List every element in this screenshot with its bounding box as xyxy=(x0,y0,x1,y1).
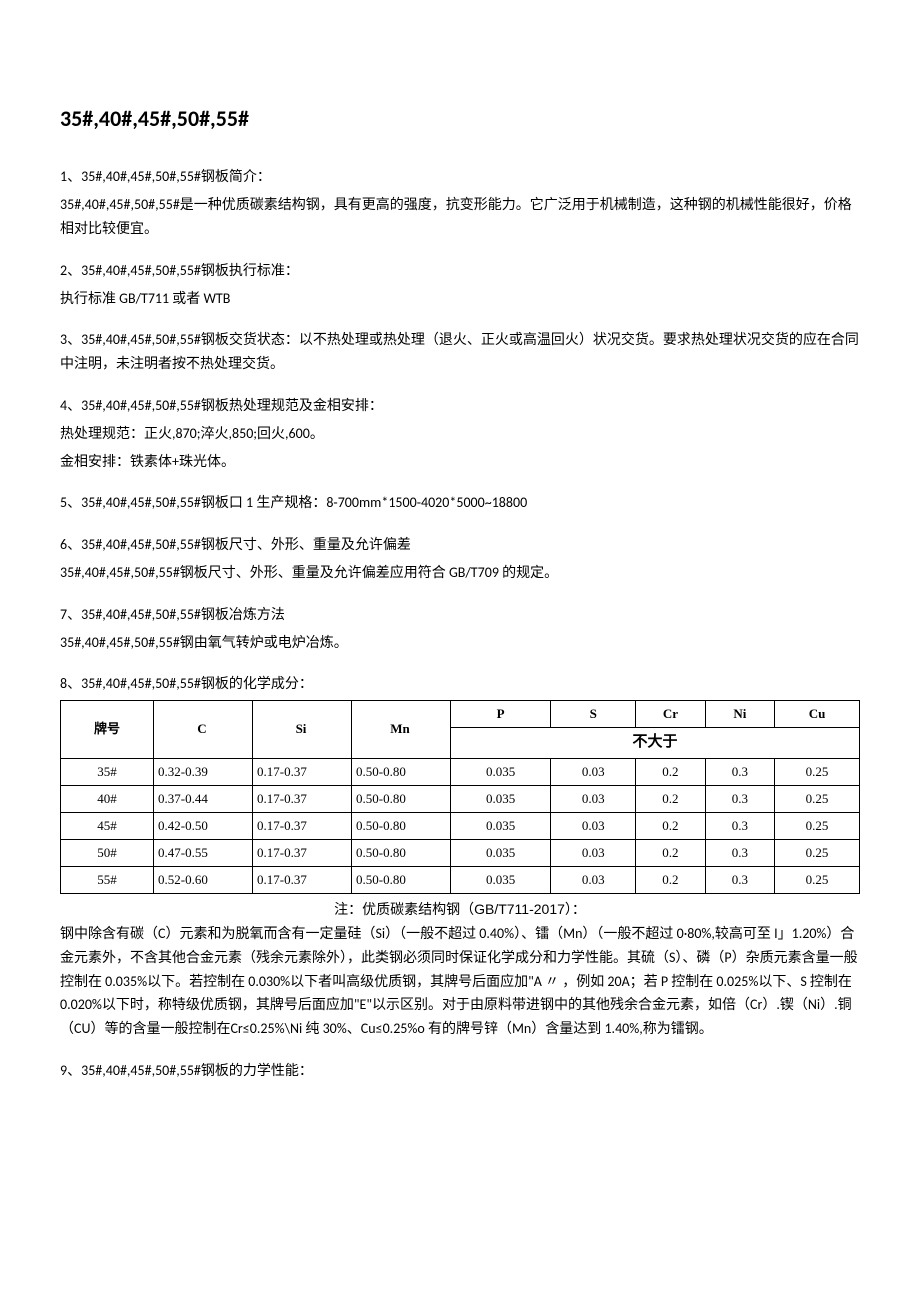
cell-ni: 0.3 xyxy=(705,785,774,812)
cell-mn: 0.50-0.80 xyxy=(352,758,451,785)
th-cr: Cr xyxy=(636,701,705,728)
cell-grade: 55# xyxy=(61,867,154,894)
section-4-body-2: 金相安排：铁素体+珠光体。 xyxy=(60,450,860,474)
cell-grade: 45# xyxy=(61,812,154,839)
section-8: 8、35#,40#,45#,50#,55#钢板的化学成分： 牌号 C Si Mn… xyxy=(60,672,860,1041)
cell-c: 0.32-0.39 xyxy=(154,758,253,785)
cell-cu: 0.25 xyxy=(775,758,860,785)
th-cu: Cu xyxy=(775,701,860,728)
cell-ni: 0.3 xyxy=(705,812,774,839)
section-3-body: 3、35#,40#,45#,50#,55#钢板交货状态：以不热处理或热处理（退火… xyxy=(60,328,860,376)
section-6: 6、35#,40#,45#,50#,55#钢板尺寸、外形、重量及允许偏差 35#… xyxy=(60,533,860,585)
section-7-body: 35#,40#,45#,50#,55#钢由氧气转炉或电炉冶炼。 xyxy=(60,631,860,655)
cell-s: 0.03 xyxy=(551,840,636,867)
section-6-heading: 6、35#,40#,45#,50#,55#钢板尺寸、外形、重量及允许偏差 xyxy=(60,533,860,557)
cell-cu: 0.25 xyxy=(775,867,860,894)
cell-cu: 0.25 xyxy=(775,840,860,867)
cell-p: 0.035 xyxy=(451,785,551,812)
th-si: Si xyxy=(253,701,352,759)
cell-s: 0.03 xyxy=(551,867,636,894)
table-row: 45#0.42-0.500.17-0.370.50-0.800.0350.030… xyxy=(61,812,860,839)
page-title: 35#,40#,45#,50#,55# xyxy=(60,100,860,137)
th-grade: 牌号 xyxy=(61,701,154,759)
cell-cr: 0.2 xyxy=(636,785,705,812)
cell-c: 0.52-0.60 xyxy=(154,867,253,894)
th-c: C xyxy=(154,701,253,759)
th-p: P xyxy=(451,701,551,728)
th-mn: Mn xyxy=(352,701,451,759)
cell-p: 0.035 xyxy=(451,812,551,839)
section-4-heading: 4、35#,40#,45#,50#,55#钢板热处理规范及金相安排： xyxy=(60,394,860,418)
cell-cr: 0.2 xyxy=(636,758,705,785)
table-note-title: 注：优质碳素结构钢（GB/T711-2017）： xyxy=(60,898,860,922)
cell-cu: 0.25 xyxy=(775,785,860,812)
table-row: 35#0.32-0.390.17-0.370.50-0.800.0350.030… xyxy=(61,758,860,785)
cell-ni: 0.3 xyxy=(705,867,774,894)
section-2-heading: 2、35#,40#,45#,50#,55#钢板执行标准： xyxy=(60,259,860,283)
cell-si: 0.17-0.37 xyxy=(253,867,352,894)
section-5-body: 5、35#,40#,45#,50#,55#钢板口 1 生产规格：8-700mm*… xyxy=(60,491,860,515)
table-note-body: 钢中除含有碳（C）元素和为脱氧而含有一定量硅（Si）（一般不超过 0.40%）、… xyxy=(60,922,860,1041)
section-7-heading: 7、35#,40#,45#,50#,55#钢板冶炼方法 xyxy=(60,603,860,627)
cell-s: 0.03 xyxy=(551,758,636,785)
cell-ni: 0.3 xyxy=(705,758,774,785)
cell-grade: 50# xyxy=(61,840,154,867)
table-header-row-1: 牌号 C Si Mn P S Cr Ni Cu xyxy=(61,701,860,728)
cell-mn: 0.50-0.80 xyxy=(352,840,451,867)
section-5: 5、35#,40#,45#,50#,55#钢板口 1 生产规格：8-700mm*… xyxy=(60,491,860,515)
cell-cr: 0.2 xyxy=(636,867,705,894)
cell-mn: 0.50-0.80 xyxy=(352,867,451,894)
cell-s: 0.03 xyxy=(551,812,636,839)
cell-mn: 0.50-0.80 xyxy=(352,785,451,812)
section-9: 9、35#,40#,45#,50#,55#钢板的力学性能： xyxy=(60,1059,860,1083)
section-3: 3、35#,40#,45#,50#,55#钢板交货状态：以不热处理或热处理（退火… xyxy=(60,328,860,376)
section-1-body: 35#,40#,45#,50#,55#是一种优质碳素结构钢，具有更高的强度，抗变… xyxy=(60,193,860,241)
chemical-composition-table: 牌号 C Si Mn P S Cr Ni Cu 不大于 35#0.32-0.39… xyxy=(60,700,860,894)
cell-si: 0.17-0.37 xyxy=(253,840,352,867)
th-s: S xyxy=(551,701,636,728)
table-row: 55#0.52-0.600.17-0.370.50-0.800.0350.030… xyxy=(61,867,860,894)
cell-cu: 0.25 xyxy=(775,812,860,839)
section-2: 2、35#,40#,45#,50#,55#钢板执行标准： 执行标准 GB/T71… xyxy=(60,259,860,311)
cell-si: 0.17-0.37 xyxy=(253,812,352,839)
section-6-body: 35#,40#,45#,50#,55#钢板尺寸、外形、重量及允许偏差应用符合 G… xyxy=(60,561,860,585)
cell-c: 0.42-0.50 xyxy=(154,812,253,839)
section-2-body: 执行标准 GB/T711 或者 WTB xyxy=(60,287,860,311)
section-4-body-1: 热处理规范：正火,870;淬火,850;回火,600。 xyxy=(60,422,860,446)
cell-c: 0.37-0.44 xyxy=(154,785,253,812)
section-1: 1、35#,40#,45#,50#,55#钢板简介： 35#,40#,45#,5… xyxy=(60,165,860,240)
cell-cr: 0.2 xyxy=(636,812,705,839)
cell-grade: 35# xyxy=(61,758,154,785)
cell-c: 0.47-0.55 xyxy=(154,840,253,867)
cell-p: 0.035 xyxy=(451,758,551,785)
section-4: 4、35#,40#,45#,50#,55#钢板热处理规范及金相安排： 热处理规范… xyxy=(60,394,860,473)
cell-p: 0.035 xyxy=(451,840,551,867)
section-7: 7、35#,40#,45#,50#,55#钢板冶炼方法 35#,40#,45#,… xyxy=(60,603,860,655)
th-not-more-than: 不大于 xyxy=(451,728,860,759)
cell-grade: 40# xyxy=(61,785,154,812)
cell-si: 0.17-0.37 xyxy=(253,785,352,812)
cell-p: 0.035 xyxy=(451,867,551,894)
table-row: 50#0.47-0.550.17-0.370.50-0.800.0350.030… xyxy=(61,840,860,867)
cell-mn: 0.50-0.80 xyxy=(352,812,451,839)
table-row: 40#0.37-0.440.17-0.370.50-0.800.0350.030… xyxy=(61,785,860,812)
section-1-heading: 1、35#,40#,45#,50#,55#钢板简介： xyxy=(60,165,860,189)
cell-si: 0.17-0.37 xyxy=(253,758,352,785)
th-ni: Ni xyxy=(705,701,774,728)
section-8-heading: 8、35#,40#,45#,50#,55#钢板的化学成分： xyxy=(60,672,860,696)
section-9-heading: 9、35#,40#,45#,50#,55#钢板的力学性能： xyxy=(60,1059,860,1083)
cell-cr: 0.2 xyxy=(636,840,705,867)
cell-s: 0.03 xyxy=(551,785,636,812)
cell-ni: 0.3 xyxy=(705,840,774,867)
